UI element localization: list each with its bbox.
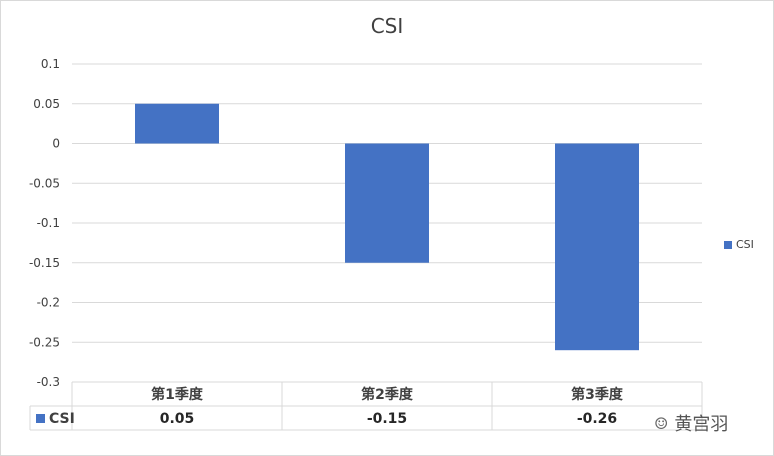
wechat-icon: ☺ bbox=[654, 413, 669, 433]
table-series-name: CSI bbox=[49, 411, 75, 427]
category-label: 第3季度 bbox=[571, 386, 624, 403]
bar bbox=[135, 103, 219, 144]
legend-swatch bbox=[724, 240, 732, 249]
bar bbox=[555, 143, 639, 351]
chart-title: CSI bbox=[370, 14, 404, 38]
bar bbox=[345, 143, 429, 263]
data-table-value: 0.05 bbox=[160, 411, 195, 427]
legend: CSI bbox=[724, 238, 754, 251]
category-label: 第1季度 bbox=[151, 386, 204, 403]
table-series-swatch bbox=[36, 414, 45, 423]
data-table-value: -0.15 bbox=[367, 411, 407, 427]
y-tick-label: 0.05 bbox=[33, 97, 60, 111]
y-tick-label: -0.1 bbox=[37, 216, 60, 230]
y-tick-label: -0.15 bbox=[29, 256, 60, 270]
y-tick-label: 0 bbox=[52, 137, 60, 151]
legend-label: CSI bbox=[736, 238, 754, 251]
watermark-text: 黄宫羽 bbox=[674, 414, 729, 435]
watermark: ☺ 黄宫羽 bbox=[654, 410, 728, 436]
y-tick-label: -0.2 bbox=[37, 296, 60, 310]
y-tick-label: 0.1 bbox=[41, 57, 60, 71]
y-tick-label: -0.25 bbox=[29, 335, 60, 349]
y-tick-label: -0.05 bbox=[29, 176, 60, 190]
data-table-value: -0.26 bbox=[577, 411, 617, 427]
y-tick-label: -0.3 bbox=[37, 375, 60, 389]
category-label: 第2季度 bbox=[361, 386, 414, 403]
